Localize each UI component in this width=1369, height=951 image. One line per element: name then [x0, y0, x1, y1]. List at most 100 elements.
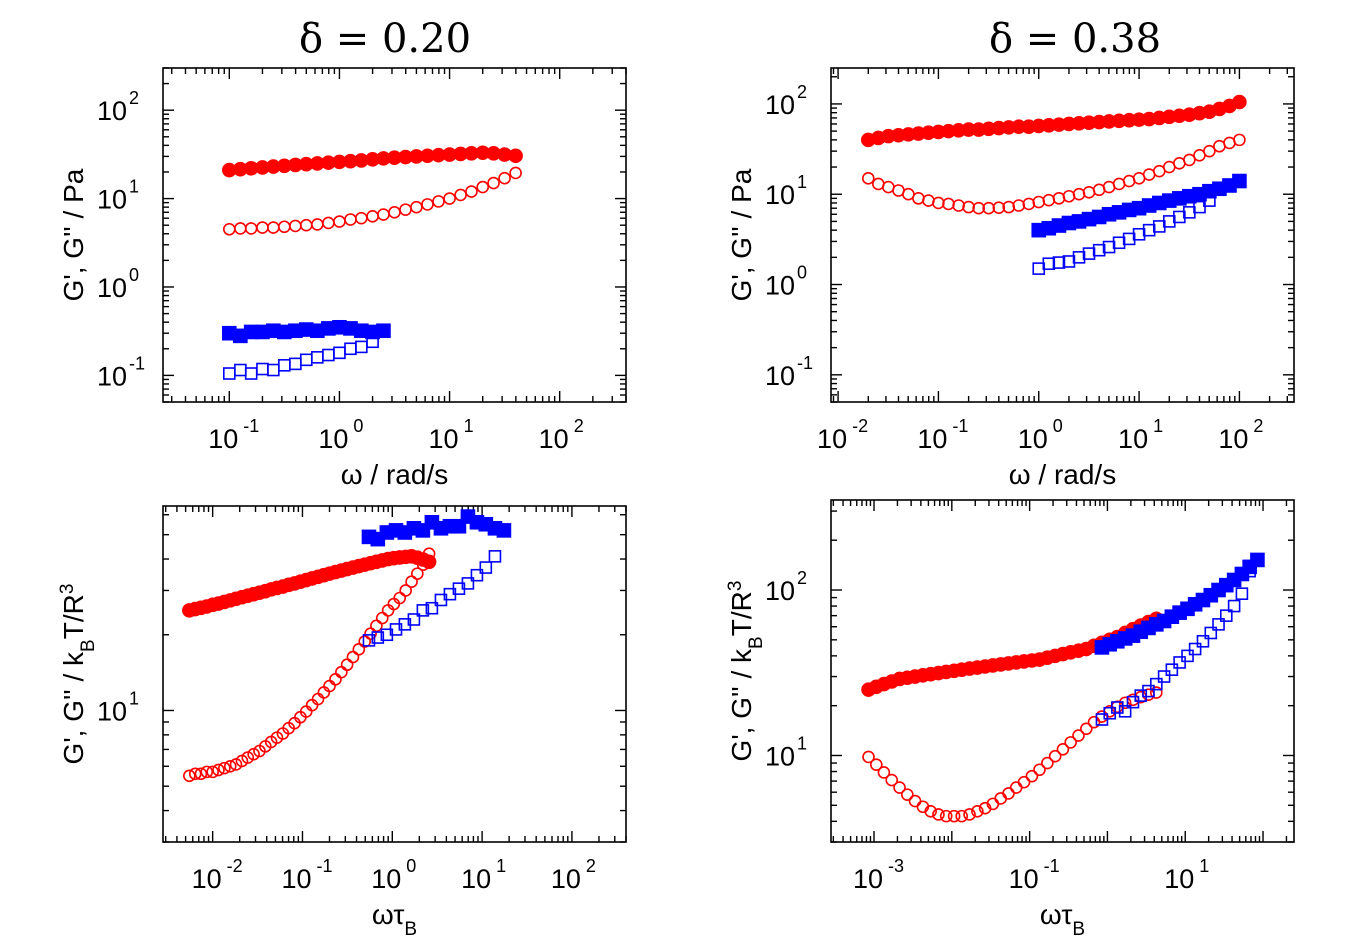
- data-point: [411, 567, 424, 580]
- data-point: [218, 761, 231, 775]
- data-point: [1250, 552, 1265, 568]
- data-point: [289, 357, 302, 371]
- x-tick-label: 10: [539, 424, 569, 454]
- data-point: [971, 804, 984, 818]
- x-tick-exponent: 2: [1253, 416, 1263, 436]
- data-point: [1072, 251, 1086, 264]
- x-axis-label: ωτB: [372, 899, 417, 940]
- data-point: [1157, 670, 1171, 683]
- data-point: [1025, 769, 1039, 783]
- data-point: [244, 367, 258, 380]
- series-3: [1095, 564, 1256, 726]
- data-point: [256, 221, 269, 234]
- data-point: [861, 172, 875, 185]
- data-point: [1017, 775, 1031, 789]
- data-point: [1193, 200, 1206, 214]
- data-point: [465, 185, 478, 198]
- data-point: [355, 211, 368, 225]
- x-tick-label: 10: [1118, 424, 1148, 454]
- y-tick-label: 10: [97, 361, 127, 391]
- data-point: [962, 200, 975, 214]
- x-tick-exponent: 1: [1199, 856, 1209, 876]
- y-tick-label: 10: [765, 90, 795, 120]
- data-point: [234, 222, 247, 235]
- data-point: [1082, 186, 1096, 199]
- data-point: [311, 218, 324, 231]
- x-tick-label: 10: [1164, 864, 1194, 894]
- data-point: [267, 221, 280, 234]
- data-point: [1150, 677, 1163, 691]
- data-point: [370, 619, 383, 633]
- data-point: [333, 346, 346, 360]
- y-tick-label: 10: [765, 361, 795, 391]
- data-point: [1204, 626, 1218, 640]
- data-point: [371, 631, 385, 644]
- x-tick-exponent: -1: [316, 856, 332, 876]
- y-tick-exponent: 0: [797, 263, 807, 283]
- data-point: [375, 611, 389, 625]
- data-point: [1232, 173, 1247, 189]
- series-2: [1031, 173, 1247, 238]
- y-axis-label-superscript: 3: [57, 584, 78, 595]
- x-tick-exponent: -1: [243, 416, 259, 436]
- data-point: [982, 201, 995, 215]
- data-point: [893, 781, 906, 794]
- data-point: [377, 208, 390, 221]
- data-point: [1173, 210, 1186, 224]
- x-tick-exponent: 1: [496, 856, 506, 876]
- data-point: [1095, 710, 1109, 723]
- y-axis-label-tail: T/R: [58, 594, 89, 639]
- x-tick-exponent: -1: [952, 416, 968, 436]
- data-point: [183, 769, 196, 783]
- data-point: [425, 601, 439, 615]
- data-point: [422, 547, 436, 561]
- data-point: [470, 568, 484, 582]
- data-point: [329, 673, 342, 686]
- data-point: [488, 550, 502, 563]
- x-tick-exponent: 1: [1153, 416, 1163, 436]
- data-point: [393, 591, 407, 605]
- data-point: [1134, 689, 1148, 702]
- data-point: [1188, 642, 1202, 656]
- data-point: [947, 809, 961, 823]
- x-tick-label: 10: [1009, 864, 1039, 894]
- data-point: [244, 222, 258, 235]
- y-axis-label-subscript: B: [78, 639, 99, 652]
- x-tick-label: 10: [551, 864, 581, 894]
- data-point: [346, 650, 360, 664]
- chart-title: δ = 0.38: [989, 16, 1161, 62]
- series-0: [860, 94, 1247, 148]
- data-point: [358, 635, 372, 648]
- series-2: [222, 319, 391, 344]
- data-point: [340, 658, 354, 672]
- data-point: [188, 767, 202, 781]
- data-point: [932, 808, 945, 821]
- x-tick-label: 10: [281, 864, 311, 894]
- y-axis-label: G', G'' / Pa: [58, 168, 89, 301]
- data-point: [1092, 243, 1106, 257]
- data-point: [1112, 236, 1126, 250]
- data-point: [366, 335, 379, 349]
- x-tick-exponent: -3: [888, 856, 904, 876]
- x-axis-label-subscript: B: [404, 919, 417, 940]
- y-axis-label-subscript: B: [746, 636, 767, 649]
- x-axis-label-subscript: B: [1072, 919, 1085, 940]
- data-point: [476, 180, 490, 194]
- data-point: [200, 765, 214, 779]
- data-point: [955, 809, 969, 823]
- data-point: [405, 575, 418, 589]
- data-point: [322, 216, 335, 230]
- x-tick-label: 10: [208, 424, 238, 454]
- series-3: [1032, 194, 1216, 275]
- data-point: [908, 794, 922, 808]
- data-point: [1056, 742, 1070, 756]
- data-point: [344, 213, 357, 226]
- series-0: [222, 145, 523, 178]
- data-point: [421, 198, 434, 211]
- data-point: [1052, 256, 1066, 269]
- data-point: [1150, 686, 1163, 699]
- data-point: [399, 203, 412, 216]
- data-point: [1062, 255, 1076, 268]
